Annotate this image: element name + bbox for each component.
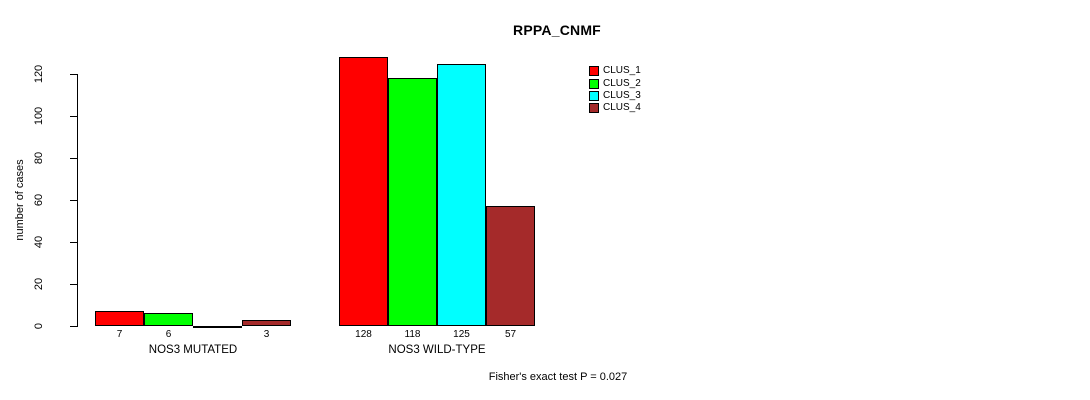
legend-swatch-icon	[589, 78, 599, 89]
chart-legend: CLUS_1 CLUS_2 CLUS_3 CLUS_4	[589, 65, 641, 115]
y-axis-line	[77, 74, 78, 327]
bar-clus_2-1	[144, 313, 193, 326]
y-axis-tick	[70, 158, 77, 159]
legend-swatch-icon	[589, 90, 599, 101]
bar-value-label: 125	[453, 329, 470, 340]
bar-clus_4-2	[486, 206, 535, 326]
legend-label: CLUS_4	[603, 102, 641, 114]
y-axis-tick-label: 60	[33, 193, 45, 207]
bar-clus_1-2	[339, 57, 388, 326]
legend-swatch-icon	[589, 103, 599, 114]
bar-value-label: 7	[116, 329, 123, 340]
y-axis-tick	[70, 326, 77, 327]
x-axis-category-label: NOS3 WILD-TYPE	[388, 344, 486, 356]
legend-item-clus_1: CLUS_1	[589, 65, 641, 77]
y-axis-tick	[70, 284, 77, 285]
y-axis-tick-label: 0	[33, 322, 45, 330]
bar-value-label: 57	[504, 329, 517, 340]
y-axis-tick-label: 80	[33, 151, 45, 165]
legend-label: CLUS_2	[603, 77, 641, 89]
y-axis-tick	[70, 200, 77, 201]
y-axis-tick	[70, 116, 77, 117]
y-axis-tick-label: 100	[33, 106, 45, 126]
bar-value-label: 3	[263, 329, 270, 340]
legend-item-clus_2: CLUS_2	[589, 77, 641, 89]
legend-label: CLUS_3	[603, 89, 641, 101]
bar-clus_3-1	[193, 326, 242, 328]
bar-value-label: 6	[165, 329, 172, 340]
y-axis-tick-label: 40	[33, 235, 45, 249]
bar-value-label: 118	[404, 329, 421, 340]
bar-clus_4-1	[242, 319, 291, 326]
legend-label: CLUS_1	[603, 65, 641, 77]
legend-item-clus_4: CLUS_4	[589, 102, 641, 114]
chart-title: RPPA_CNMF	[513, 22, 601, 38]
bar-clus_1-1	[95, 311, 144, 326]
x-axis-category-label: NOS3 MUTATED	[148, 344, 238, 356]
bar-clus_3-2	[437, 63, 486, 326]
bar-value-label: 128	[355, 329, 372, 340]
y-axis-tick-label: 120	[33, 64, 45, 84]
y-axis-tick	[70, 74, 77, 75]
y-axis-tick-label: 20	[33, 277, 45, 291]
bar-clus_2-2	[388, 78, 437, 326]
legend-swatch-icon	[589, 66, 599, 77]
legend-item-clus_3: CLUS_3	[589, 90, 641, 102]
statistical-test-annotation: Fisher's exact test P = 0.027	[488, 371, 628, 383]
y-axis-tick	[70, 242, 77, 243]
